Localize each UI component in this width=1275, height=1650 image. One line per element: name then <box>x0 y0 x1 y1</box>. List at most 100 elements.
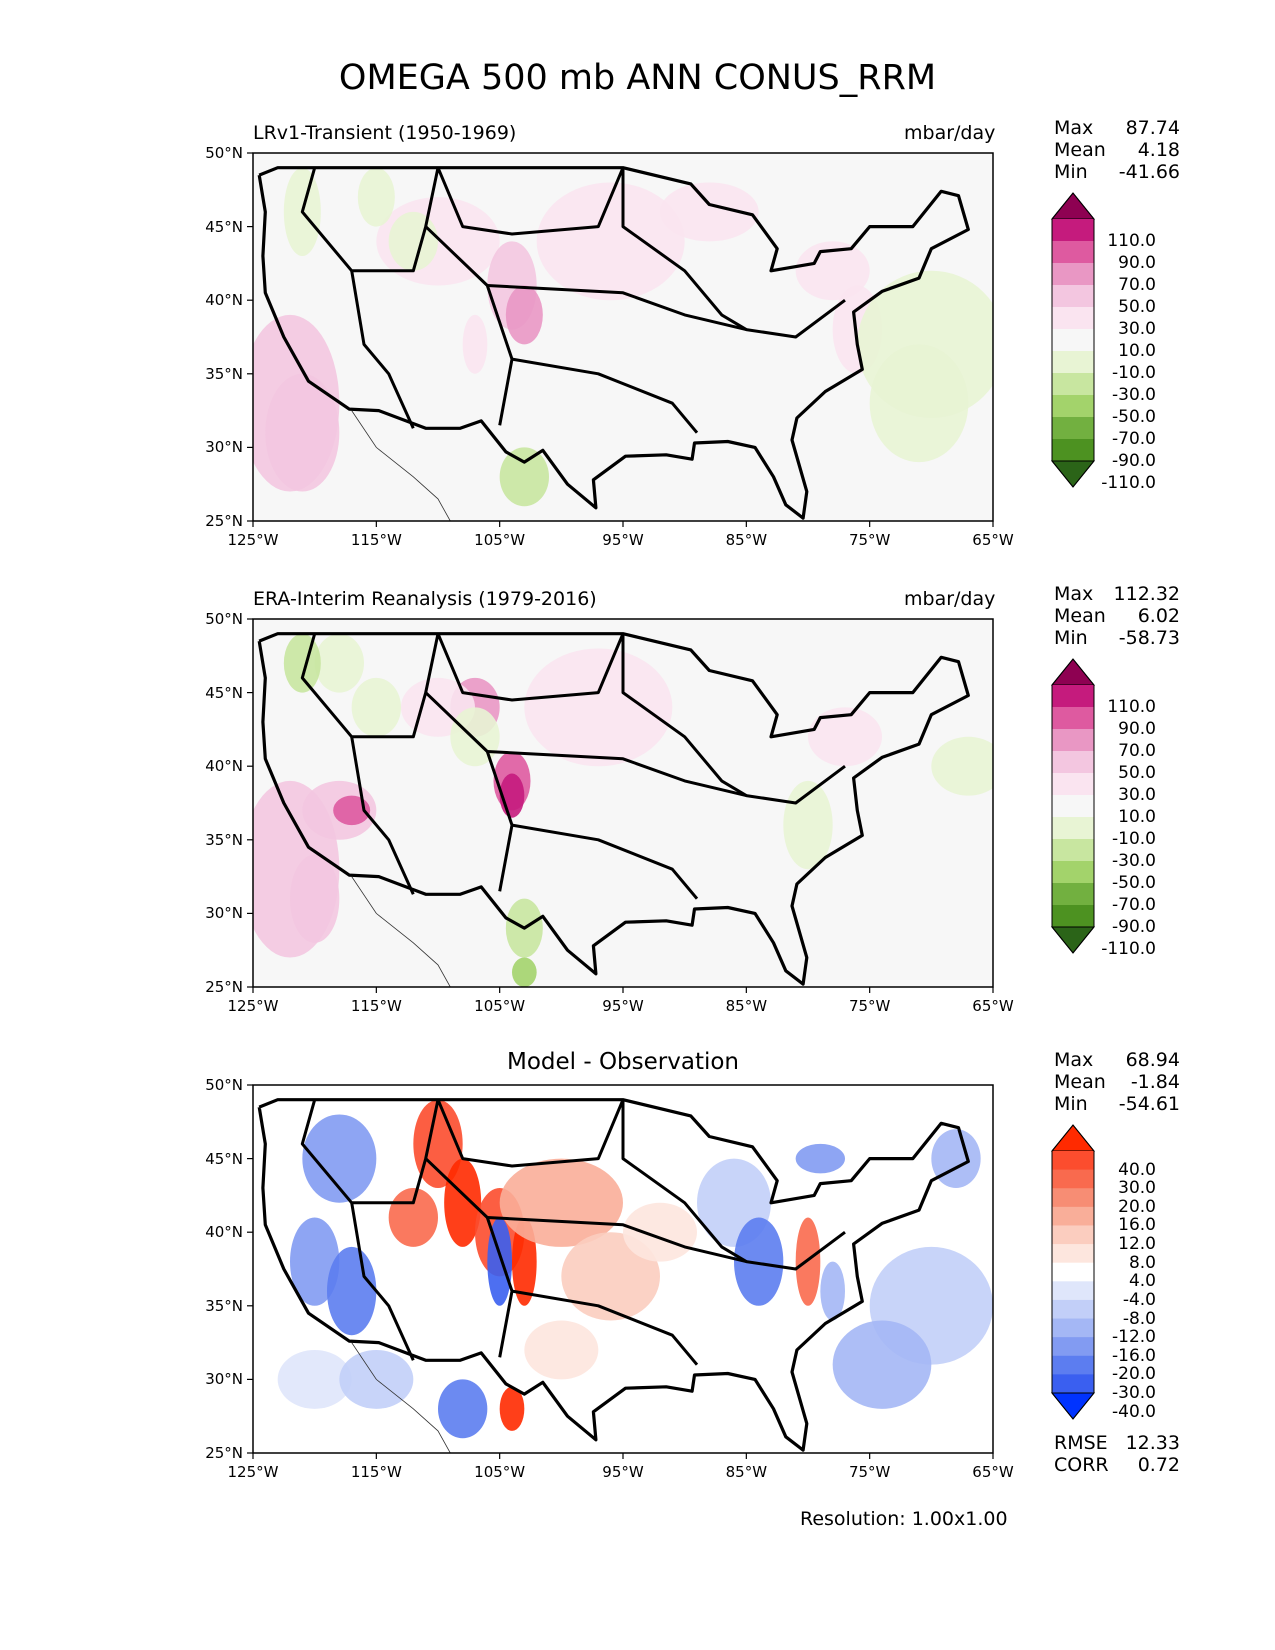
coastline <box>351 1342 451 1453</box>
colorbar-tick-label: 50.0 <box>1118 763 1156 783</box>
colorbar-tick-label: -10.0 <box>1112 829 1156 849</box>
basin-boundary <box>487 284 846 339</box>
field-contour <box>450 707 500 767</box>
x-tick-label: 105°W <box>474 531 526 549</box>
basin-boundary <box>436 167 625 236</box>
x-tick-label: 105°W <box>474 1463 526 1481</box>
field-contour <box>413 1099 463 1189</box>
rmse-value: 12.33 <box>1125 1432 1180 1454</box>
x-tick-label: 85°W <box>725 531 768 549</box>
field-contour <box>832 1320 932 1409</box>
colorbar-tick-label: 50.0 <box>1118 297 1156 317</box>
basin-boundary <box>257 1098 970 1452</box>
colorbar-tick-label: -12.0 <box>1112 1327 1156 1348</box>
field-contour <box>438 1379 488 1439</box>
panel-3-title: Model - Observation <box>506 1049 740 1075</box>
mean-label: Mean <box>1054 605 1106 627</box>
field-contour <box>512 957 537 987</box>
colorbar-segment <box>1052 1281 1094 1301</box>
colorbar-segment <box>1052 795 1094 818</box>
colorbar-segment <box>1052 1374 1094 1394</box>
y-tick-label: 25°N <box>205 978 243 996</box>
colorbar-tick-label: -110.0 <box>1101 473 1156 493</box>
colorbar-segment <box>1052 685 1094 708</box>
colorbar-extend-max <box>1050 658 1096 686</box>
field-contour <box>290 1217 340 1306</box>
field-contour <box>795 241 870 301</box>
field-contour <box>561 1232 660 1321</box>
y-tick-label: 45°N <box>205 683 243 702</box>
y-tick-label: 45°N <box>205 1149 243 1168</box>
colorbar-tick-label: 70.0 <box>1118 741 1156 761</box>
field-contour <box>869 344 969 463</box>
basin-boundary <box>487 1216 846 1271</box>
map-panel-2 <box>247 618 994 993</box>
mean-label: Mean <box>1054 139 1106 161</box>
field-contour <box>524 1320 599 1380</box>
colorbar-segment <box>1052 329 1094 352</box>
basin-boundary <box>257 632 970 986</box>
basin-boundary <box>511 1289 699 1366</box>
colorbar-segment <box>1052 285 1094 308</box>
colorbar-segment <box>1052 839 1094 862</box>
colorbar-tick-label: 8.0 <box>1128 1252 1156 1273</box>
colorbar-tick-label: 10.0 <box>1118 341 1156 361</box>
field-contour <box>444 1158 482 1247</box>
x-tick-label: 95°W <box>602 531 644 549</box>
basin-boundary <box>257 166 970 520</box>
basin-boundary <box>511 823 699 900</box>
basin-boundary <box>300 1099 440 1205</box>
panel-2-title: ERA-Interim Reanalysis (1979-2016) <box>253 588 597 610</box>
colorbar-segment <box>1052 1225 1094 1245</box>
colorbar-extend-max <box>1050 192 1096 220</box>
colorbar-segment <box>1052 241 1094 264</box>
colorbar-segment <box>1052 219 1094 242</box>
colorbar-outline <box>1051 192 1095 488</box>
x-tick-label: 115°W <box>350 997 402 1015</box>
panel-3-stats: Max 68.94 Mean -1.84 Min -54.61 <box>1054 1049 1180 1115</box>
basin-boundary <box>621 633 748 797</box>
colorbar-segment <box>1052 417 1094 440</box>
colorbar-segment <box>1052 373 1094 396</box>
field-contour <box>660 182 759 242</box>
field-contour <box>499 1386 525 1431</box>
field-contour <box>536 182 685 301</box>
colorbar-segment <box>1052 1318 1094 1338</box>
panel-3-skill-stats: RMSE 12.33 CORR 0.72 <box>1054 1432 1180 1476</box>
field-contour <box>265 373 340 492</box>
colorbar-segment <box>1052 751 1094 774</box>
x-tick-label: 85°W <box>725 1463 768 1481</box>
colorbar-segment <box>1052 1169 1094 1189</box>
colorbar-tick-label: -70.0 <box>1112 895 1156 915</box>
field-contour <box>357 167 395 227</box>
basin-boundary <box>424 1157 514 1358</box>
min-label: Min <box>1054 627 1088 649</box>
x-tick-label: 115°W <box>350 531 402 549</box>
colorbar-segment <box>1052 729 1094 752</box>
field-contour <box>820 1261 846 1321</box>
panel-1-title: LRv1-Transient (1950-1969) <box>253 122 517 144</box>
basin-boundary <box>300 633 440 739</box>
y-tick-label: 35°N <box>205 364 243 383</box>
panel-1-stats: Max 87.74 Mean 4.18 Min -41.66 <box>1054 117 1180 183</box>
min-value: -54.61 <box>1118 1093 1180 1115</box>
max-label: Max <box>1054 1049 1094 1071</box>
basin-boundary <box>350 270 415 429</box>
min-label: Min <box>1054 161 1088 183</box>
x-tick-label: 75°W <box>848 997 891 1015</box>
field-contour <box>333 795 371 826</box>
mean-label: Mean <box>1054 1071 1106 1093</box>
x-tick-label: 85°W <box>725 997 768 1015</box>
colorbar-segment <box>1052 1337 1094 1357</box>
colorbar-segment <box>1052 1206 1094 1226</box>
colorbar-extend-min <box>1050 1392 1096 1420</box>
basin-boundary <box>511 357 699 434</box>
x-tick-label: 65°W <box>972 531 1014 549</box>
coastline <box>351 410 451 521</box>
colorbar-tick-label: 30.0 <box>1118 1178 1156 1199</box>
basin-boundary <box>487 750 846 805</box>
colorbar-segment <box>1052 1355 1094 1375</box>
field-contour <box>808 707 882 767</box>
x-tick-label: 95°W <box>602 997 644 1015</box>
field-contour <box>734 1217 784 1306</box>
